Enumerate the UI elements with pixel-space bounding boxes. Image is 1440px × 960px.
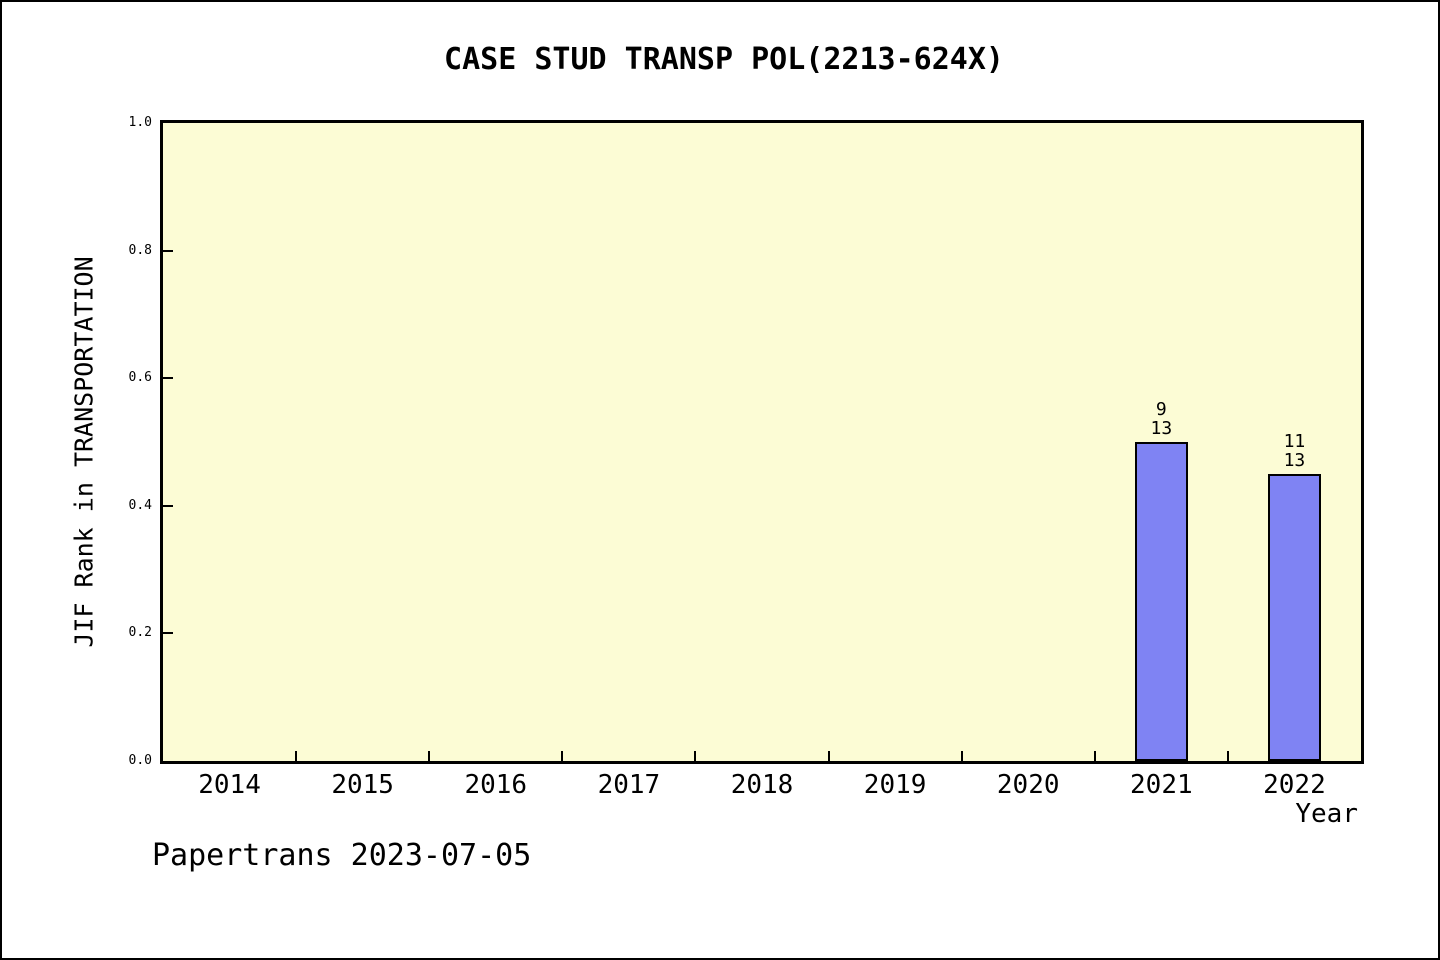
y-tick-label: 0.8 <box>128 242 152 258</box>
x-tick-mark <box>1226 751 1229 761</box>
bar-2022 <box>1267 473 1321 761</box>
y-tick-label: 0.2 <box>128 625 152 641</box>
x-tick-mark <box>1093 751 1096 761</box>
x-tick-label-2020: 2020 <box>996 770 1060 800</box>
x-tick-mark <box>960 751 963 761</box>
x-tick-label-2018: 2018 <box>730 770 794 800</box>
plot-area: 9 13 11 13 <box>160 120 1364 764</box>
x-tick-label-2015: 2015 <box>331 770 394 800</box>
y-tick-mark <box>163 377 173 380</box>
y-tick-label: 1.0 <box>128 115 152 130</box>
x-tick-mark <box>428 751 431 761</box>
y-tick-mark <box>163 632 173 635</box>
x-tick-mark <box>561 751 564 761</box>
x-tick-label-2016: 2016 <box>464 770 528 800</box>
y-axis-title: JIF Rank in TRANSPORTATION <box>69 256 99 648</box>
x-axis-title: Year <box>1295 799 1358 829</box>
y-tick-label: 0.0 <box>128 753 152 768</box>
x-tick-label-2022: 2022 <box>1263 770 1326 800</box>
chart-title: CASE STUD TRANSP POL(2213-624X) <box>444 42 1004 77</box>
bar-2021 <box>1134 442 1188 761</box>
x-tick-label-2017: 2017 <box>597 770 661 800</box>
x-tick-label-2021: 2021 <box>1130 770 1193 800</box>
x-tick-label-2014: 2014 <box>198 770 261 800</box>
bar-label-2021: 9 13 <box>1150 399 1173 439</box>
x-tick-label-2019: 2019 <box>863 770 927 800</box>
x-tick-mark <box>827 751 830 761</box>
y-tick-mark <box>163 249 173 252</box>
y-tick-label: 0.4 <box>128 497 152 513</box>
bar-label-2022: 11 13 <box>1283 430 1306 471</box>
y-tick-label: 0.6 <box>128 370 152 386</box>
y-tick-mark <box>163 504 173 507</box>
footer-note: Papertrans 2023-07-05 <box>152 838 532 873</box>
x-tick-mark <box>295 751 298 761</box>
x-tick-mark <box>694 751 697 761</box>
